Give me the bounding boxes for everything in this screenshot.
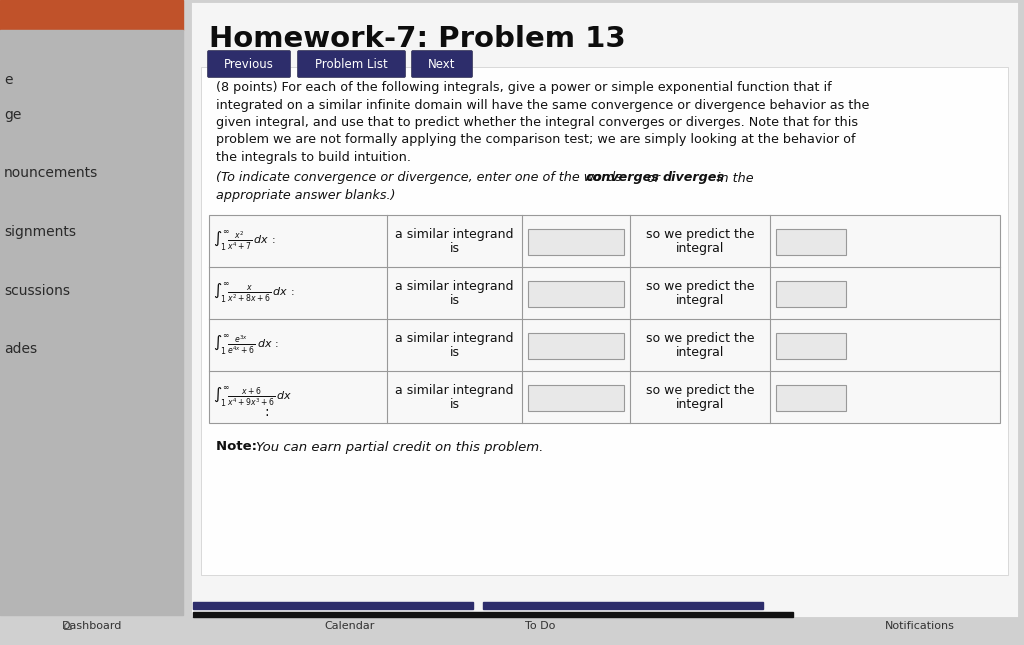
Text: a similar integrand: a similar integrand <box>395 228 514 241</box>
Bar <box>0 30 183 615</box>
Text: is: is <box>450 294 460 307</box>
Text: $\int_1^{\infty}\!\frac{x}{x^2+8x+6}\,dx\,:$: $\int_1^{\infty}\!\frac{x}{x^2+8x+6}\,dx… <box>213 281 295 304</box>
Bar <box>776 228 846 255</box>
Bar <box>528 228 624 255</box>
Text: is: is <box>450 346 460 359</box>
Text: or: or <box>643 172 664 184</box>
Text: a similar integrand: a similar integrand <box>395 384 514 397</box>
Text: converges: converges <box>586 172 659 184</box>
Text: appropriate answer blanks.): appropriate answer blanks.) <box>216 189 395 202</box>
Text: scussions: scussions <box>4 284 70 298</box>
FancyBboxPatch shape <box>208 50 291 77</box>
Text: diverges: diverges <box>663 172 725 184</box>
Text: integrated on a similar infinite domain will have the same convergence or diverg: integrated on a similar infinite domain … <box>216 99 869 112</box>
Text: To Do: To Do <box>525 621 555 631</box>
Text: Homework-7: Problem 13: Homework-7: Problem 13 <box>209 25 626 53</box>
Text: so we predict the: so we predict the <box>646 384 755 397</box>
FancyBboxPatch shape <box>412 50 472 77</box>
Text: Dashboard: Dashboard <box>61 621 122 631</box>
Bar <box>776 333 846 359</box>
Text: (To indicate convergence or divergence, enter one of the words: (To indicate convergence or divergence, … <box>216 172 626 184</box>
Text: :: : <box>264 406 268 419</box>
Bar <box>191 2 1018 617</box>
Text: integral: integral <box>676 242 724 255</box>
Bar <box>483 602 763 609</box>
Text: integral: integral <box>676 346 724 359</box>
Text: the integrals to build intuition.: the integrals to build intuition. <box>216 151 411 164</box>
Bar <box>776 384 846 410</box>
Text: e: e <box>4 73 12 87</box>
Text: so we predict the: so we predict the <box>646 280 755 293</box>
Text: Calendar: Calendar <box>325 621 375 631</box>
Text: a similar integrand: a similar integrand <box>395 332 514 345</box>
Text: in the: in the <box>713 172 754 184</box>
Text: $\int_1^{\infty}\!\frac{x+6}{x^4+9x^3+6}\,dx$: $\int_1^{\infty}\!\frac{x+6}{x^4+9x^3+6}… <box>213 384 293 408</box>
Text: Problem List: Problem List <box>315 57 388 70</box>
Text: signments: signments <box>4 225 76 239</box>
Text: is: is <box>450 398 460 411</box>
Text: Previous: Previous <box>224 57 274 70</box>
Bar <box>528 384 624 410</box>
Bar <box>193 602 473 609</box>
Text: so we predict the: so we predict the <box>646 332 755 345</box>
Bar <box>776 281 846 306</box>
Bar <box>201 67 1008 575</box>
Text: Notifications: Notifications <box>885 621 955 631</box>
Bar <box>528 333 624 359</box>
Text: given integral, and use that to predict whether the integral converges or diverg: given integral, and use that to predict … <box>216 116 858 129</box>
Text: problem we are not formally applying the comparison test; we are simply looking : problem we are not formally applying the… <box>216 134 855 146</box>
FancyBboxPatch shape <box>298 50 406 77</box>
Text: nouncements: nouncements <box>4 166 98 180</box>
Text: Note:: Note: <box>216 441 261 453</box>
Text: ⌂: ⌂ <box>63 619 73 633</box>
Text: is: is <box>450 242 460 255</box>
Text: integral: integral <box>676 398 724 411</box>
Text: (8 points) For each of the following integrals, give a power or simple exponenti: (8 points) For each of the following int… <box>216 81 831 94</box>
Text: $\int_1^{\infty}\!\frac{e^{3x}}{e^{4x}+6}\,dx\,:$: $\int_1^{\infty}\!\frac{e^{3x}}{e^{4x}+6… <box>213 332 280 357</box>
Text: ge: ge <box>4 108 22 122</box>
Text: $\int_1^{\infty}\!\frac{x^2}{x^4+7}\,dx\,:$: $\int_1^{\infty}\!\frac{x^2}{x^4+7}\,dx\… <box>213 228 275 253</box>
Bar <box>209 215 1000 422</box>
Text: ades: ades <box>4 342 37 356</box>
Text: Next: Next <box>428 57 456 70</box>
Bar <box>0 0 183 30</box>
Text: integral: integral <box>676 294 724 307</box>
Text: a similar integrand: a similar integrand <box>395 280 514 293</box>
Bar <box>528 281 624 306</box>
Text: so we predict the: so we predict the <box>646 228 755 241</box>
Text: You can earn partial credit on this problem.: You can earn partial credit on this prob… <box>256 441 544 453</box>
Bar <box>193 612 793 617</box>
